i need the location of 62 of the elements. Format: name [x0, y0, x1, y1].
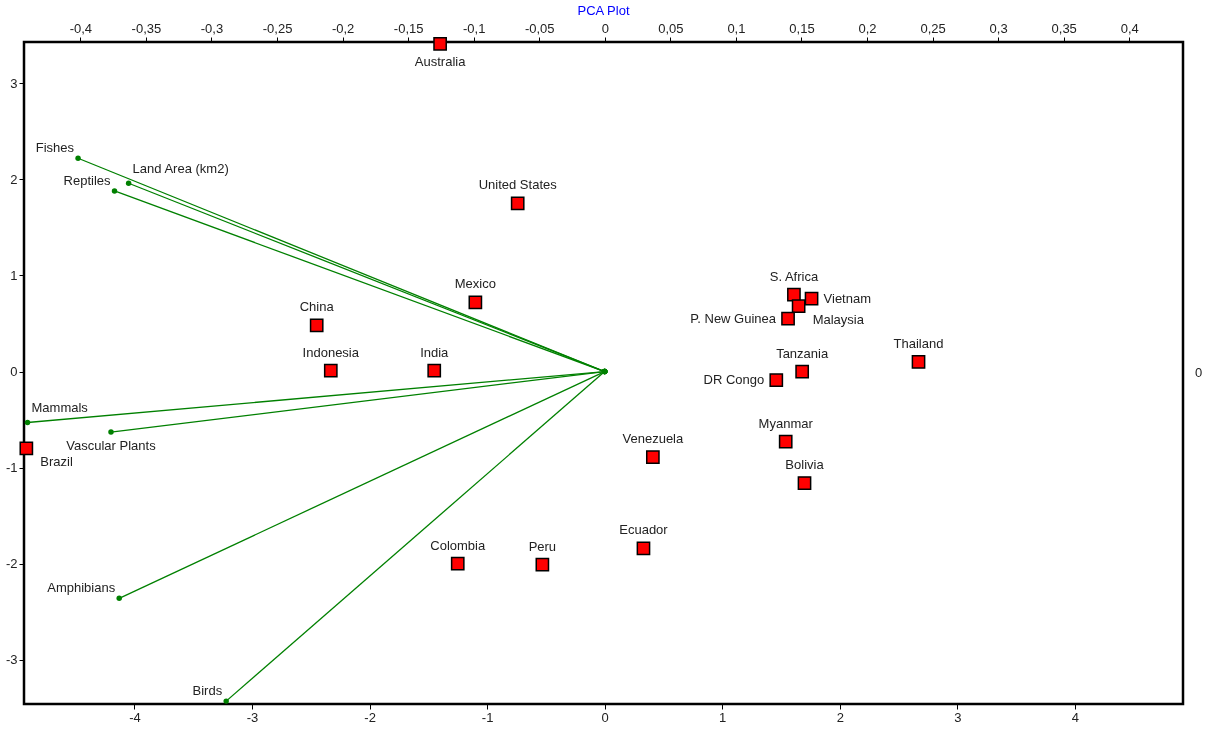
- x2-tick-label: 0,35: [1051, 20, 1077, 36]
- x-tick-label: -2: [364, 709, 376, 725]
- annotation: Brazil: [40, 454, 73, 470]
- x2-tick-label: 0,3: [989, 20, 1008, 36]
- annotation: China: [299, 299, 335, 315]
- series-label: Mammals: [31, 400, 89, 416]
- x-tick-label: -4: [129, 709, 141, 725]
- x2-tick-label: 0,2: [858, 20, 877, 36]
- x-tick-label: 2: [836, 709, 844, 725]
- annotation: India: [420, 344, 450, 360]
- series-label: Reptiles: [63, 172, 112, 188]
- x2-tick-label: -0,35: [131, 20, 162, 36]
- x2-tick-label: -0,05: [524, 20, 555, 36]
- annotation: Colombia: [430, 537, 486, 553]
- x2-tick-label: -0,4: [69, 20, 93, 36]
- y-tick-label: -2: [5, 556, 18, 572]
- x-tick-label: 3: [954, 709, 962, 725]
- x2-tick-label: -0,3: [200, 20, 224, 36]
- annotation: Peru: [528, 538, 557, 554]
- text: 0: [1195, 365, 1203, 380]
- x2-tick-label: 0,1: [727, 20, 746, 36]
- x2-tick-label: -0,15: [393, 20, 424, 36]
- annotation: Ecuador: [619, 522, 669, 538]
- x2-tick-label: -0,25: [262, 20, 293, 36]
- x-tick-label: 1: [719, 709, 727, 725]
- annotation: Vietnam: [823, 290, 872, 306]
- annotation: Malaysia: [812, 312, 865, 328]
- x2-tick-label: -0,1: [463, 20, 486, 36]
- annotation: Indonesia: [302, 344, 360, 360]
- annotation: S. Africa: [769, 268, 819, 284]
- annotation: DR Congo: [703, 372, 765, 388]
- annotation: P. New Guinea: [690, 310, 777, 326]
- series-label: Vascular Plants: [66, 438, 157, 454]
- annotation: Thailand: [893, 335, 944, 351]
- x-tick-label: 0: [601, 709, 609, 725]
- y-tick-label: 3: [10, 75, 18, 91]
- x2-tick-label: 0,05: [658, 20, 684, 36]
- x2-tick-label: 0,25: [920, 20, 946, 36]
- x2-tick-label: 0,15: [789, 20, 815, 36]
- x-tick-label: 4: [1071, 709, 1079, 725]
- y-tick-label: -1: [5, 460, 18, 476]
- y-tick-label: 2: [10, 171, 18, 187]
- annotation: Australia: [414, 53, 467, 69]
- series-label: Fishes: [35, 140, 75, 156]
- annotation: Venezuela: [622, 431, 684, 447]
- series-label: Amphibians: [47, 580, 116, 596]
- annotation: United States: [478, 177, 558, 193]
- x2-tick-label: 0,4: [1120, 20, 1139, 36]
- x-tick-label: -1: [481, 709, 494, 725]
- annotation: Tanzania: [776, 345, 829, 361]
- x2-tick-label: -0,2: [331, 20, 355, 36]
- series-label: Birds: [192, 683, 223, 699]
- chart-title: PCA Plot: [577, 3, 630, 18]
- annotation: Bolivia: [785, 457, 825, 473]
- y-tick-label: 0: [10, 364, 18, 380]
- y-tick-label: 1: [10, 267, 18, 283]
- annotation: Myanmar: [758, 415, 814, 431]
- series-label: Land Area (km2): [132, 161, 229, 177]
- x2-tick-label: 0: [601, 20, 609, 36]
- annotation: Mexico: [454, 276, 496, 292]
- x-tick-label: -3: [246, 709, 259, 725]
- y-tick-label: -3: [5, 652, 18, 668]
